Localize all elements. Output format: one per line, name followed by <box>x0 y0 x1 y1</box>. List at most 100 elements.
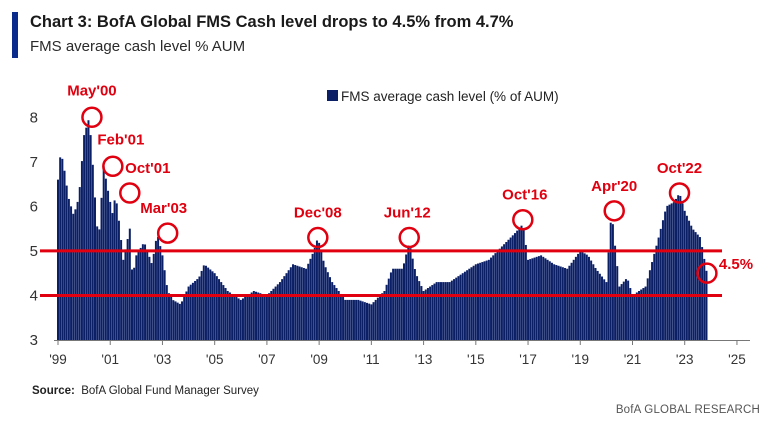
annotation-label: Oct'16 <box>502 187 547 204</box>
bar <box>65 185 68 340</box>
bar <box>246 295 249 340</box>
bar <box>655 245 658 340</box>
bar <box>601 276 604 340</box>
bar <box>185 291 188 340</box>
bar <box>122 259 125 340</box>
bar <box>187 286 190 340</box>
bar <box>209 269 212 340</box>
annotations: May'00 Feb'01 Oct'01 Mar'03 Dec'08 Jun'12 Oct'… <box>67 82 753 284</box>
bar <box>688 220 691 340</box>
bar <box>566 268 569 340</box>
bar <box>130 269 133 340</box>
bar <box>668 204 671 340</box>
bar <box>400 268 403 340</box>
bar <box>78 187 81 340</box>
bar <box>87 120 90 341</box>
bar <box>307 263 310 340</box>
chart-title: Chart 3: BofA Global FMS Cash level drop… <box>30 13 514 31</box>
bar <box>163 270 166 340</box>
bar <box>374 299 377 340</box>
bar <box>442 282 445 340</box>
bar <box>204 265 207 340</box>
annotation-label: Apr'20 <box>591 178 637 195</box>
bar <box>252 291 255 340</box>
bar <box>289 267 292 340</box>
bar <box>561 267 564 340</box>
bar <box>492 255 495 340</box>
annotation-label: May'00 <box>67 82 116 99</box>
bar <box>300 267 303 340</box>
bar <box>431 285 434 340</box>
bar <box>437 282 440 340</box>
bar <box>315 240 318 340</box>
bar <box>518 228 521 340</box>
bar <box>292 264 295 340</box>
bar <box>126 239 129 340</box>
bar <box>346 299 349 340</box>
bar <box>396 268 399 340</box>
bar <box>535 256 538 340</box>
bar <box>479 262 482 340</box>
chart-subtitle: FMS average cash level % AUM <box>30 38 246 55</box>
bar <box>627 280 630 340</box>
bar <box>191 282 194 340</box>
bar <box>202 265 205 340</box>
bar <box>226 291 229 340</box>
x-tick-label: '21 <box>624 352 642 367</box>
x-tick-label: '11 <box>363 352 380 367</box>
bar <box>548 261 551 340</box>
bar <box>603 279 606 340</box>
bar <box>557 265 560 340</box>
bar <box>93 197 96 340</box>
bar <box>555 265 558 340</box>
bar <box>272 288 275 340</box>
bar <box>670 203 673 340</box>
bar <box>172 300 175 340</box>
bar <box>468 268 471 340</box>
annotation-circle <box>307 226 329 249</box>
bar <box>614 245 617 340</box>
bar <box>500 246 503 340</box>
bar <box>622 281 625 340</box>
x-tick-label: '07 <box>258 352 276 367</box>
bar <box>174 301 177 340</box>
bar <box>661 220 664 340</box>
bar <box>611 224 614 340</box>
bar <box>505 242 508 340</box>
x-tick-label: '13 <box>415 352 433 367</box>
annotation-label: Dec'08 <box>294 205 342 222</box>
legend: FMS average cash level (% of AUM) <box>327 89 559 104</box>
bar <box>335 288 338 340</box>
bar <box>461 273 464 340</box>
bar <box>690 225 693 340</box>
bar <box>485 260 488 340</box>
bar <box>426 288 429 340</box>
bar <box>679 195 682 340</box>
bar <box>70 206 73 340</box>
bar <box>331 282 334 340</box>
bar <box>233 295 236 340</box>
bar <box>276 284 279 340</box>
bar <box>309 258 312 340</box>
bar <box>96 226 99 340</box>
bar <box>237 298 240 340</box>
annotation-label: Jun'12 <box>384 205 431 222</box>
bar <box>183 296 186 340</box>
bar <box>609 222 612 340</box>
bar <box>648 270 651 340</box>
bar <box>424 289 427 340</box>
bar <box>389 272 392 340</box>
annotation-circle <box>696 262 718 284</box>
bar <box>218 279 221 340</box>
bar <box>542 256 545 340</box>
bar <box>703 258 706 340</box>
x-tick-label: '23 <box>676 352 694 367</box>
bar <box>235 296 238 340</box>
bar <box>481 262 484 340</box>
bar <box>224 288 227 340</box>
bar <box>102 166 105 340</box>
annotation-circle <box>102 155 124 178</box>
bar <box>207 267 210 340</box>
bar <box>631 295 634 340</box>
